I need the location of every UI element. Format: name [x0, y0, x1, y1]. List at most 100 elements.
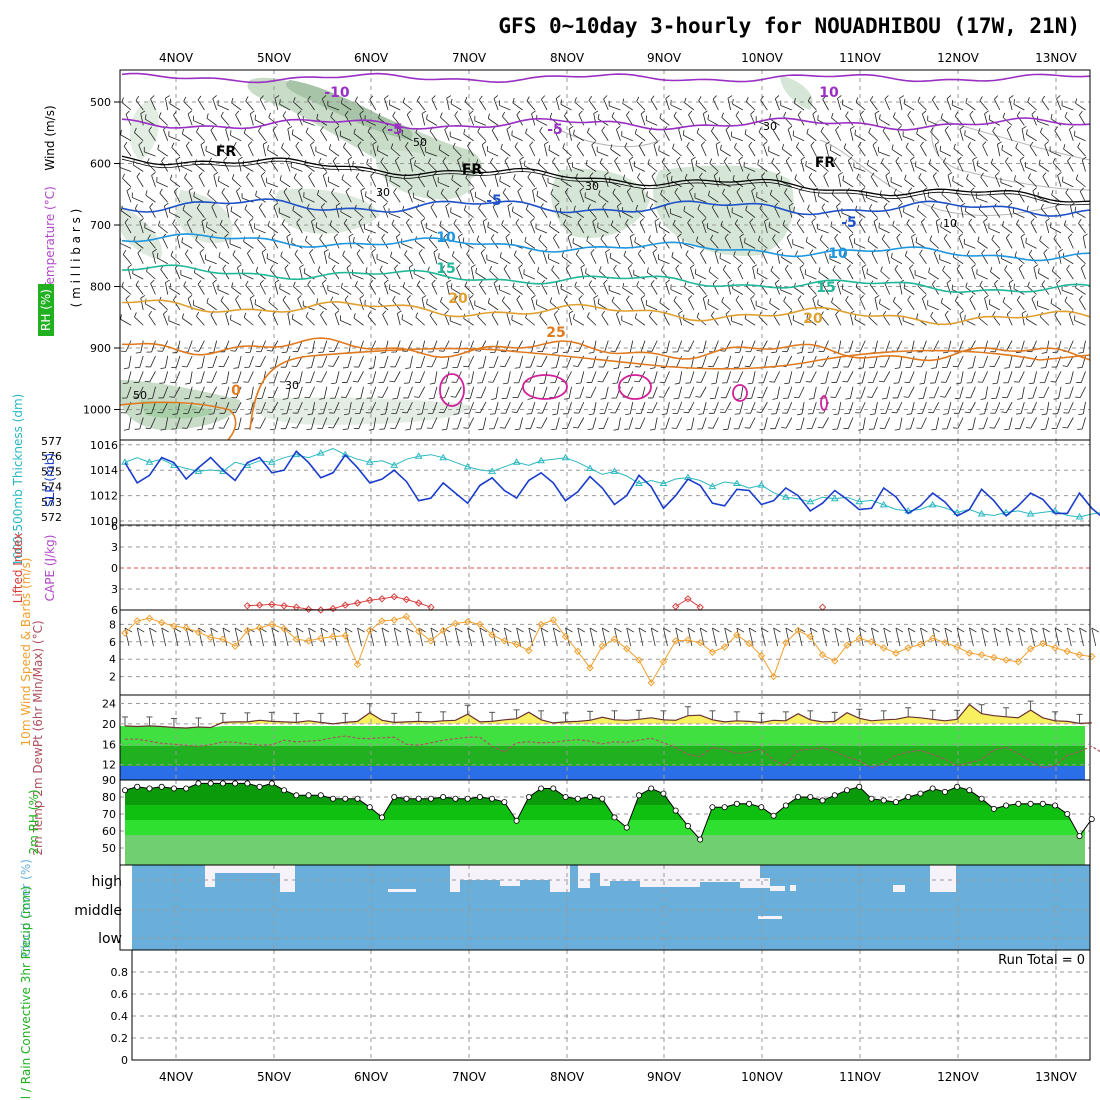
wind-barb [453, 351, 459, 354]
wind-barb [587, 132, 597, 142]
wind-barb [976, 273, 988, 280]
wind-barb [699, 172, 703, 178]
wind-barb [479, 176, 487, 188]
wind-barb [629, 402, 634, 414]
wind-barb [787, 125, 793, 130]
wind-barb [968, 222, 976, 234]
wind-speed-point [512, 640, 521, 649]
wind-barb [737, 264, 742, 269]
rh-axis-label: RH (%) [39, 289, 53, 331]
wind-barb [834, 233, 839, 239]
wind-barb [712, 355, 719, 367]
wind-barb [168, 320, 181, 326]
wind-barb [916, 133, 927, 142]
wind-barb [1067, 160, 1074, 172]
wind-barb [340, 320, 352, 326]
wind-barb [611, 224, 621, 234]
wind-barb [257, 239, 266, 249]
wind-barb [954, 111, 958, 117]
wind-barb [1044, 141, 1049, 146]
wind-barb [916, 209, 927, 218]
wind-barb [617, 202, 622, 207]
wind-barb [673, 115, 682, 126]
wind-barb [344, 114, 352, 126]
wind-barb [626, 187, 631, 192]
wind-barb [378, 189, 382, 195]
wind-barb [188, 386, 193, 399]
wind-barb [709, 158, 713, 164]
wind-barb [206, 297, 209, 303]
wind-barb [1076, 255, 1086, 265]
wind-barb [639, 355, 646, 368]
wind-barb [968, 218, 973, 224]
wind-barb [683, 134, 695, 142]
wind-barb [773, 371, 780, 383]
wind-barb [735, 299, 744, 311]
wind-barb [966, 174, 969, 179]
wind-barb [211, 202, 216, 207]
date-tick-label: 11NOV [839, 1070, 881, 1084]
wind-barb [148, 310, 152, 316]
wind-barb [1006, 129, 1013, 141]
wind-barb [332, 355, 340, 367]
wind-barb [482, 218, 488, 222]
wind-barb [661, 413, 667, 415]
wind-barb [652, 386, 658, 399]
wind-barb [797, 295, 802, 300]
rh-point [1052, 802, 1059, 809]
wind-barb [822, 283, 829, 295]
wind-barb [120, 318, 132, 326]
rh-markers [122, 780, 1095, 843]
wind-barb [972, 355, 976, 368]
wind-barb [391, 219, 395, 225]
wind-barb [782, 148, 793, 157]
wind-barb [501, 224, 511, 234]
wind-barb [601, 314, 609, 326]
wind-barb [409, 417, 413, 430]
wind-barb [183, 281, 187, 287]
wind-barb [674, 382, 680, 385]
thickness-point [341, 450, 350, 458]
pressure-tick-label: 800 [90, 281, 111, 294]
wind-barb [237, 264, 242, 269]
wind-barb [565, 264, 570, 269]
wind-barb [911, 233, 916, 238]
wind-barb [661, 161, 670, 172]
wind-barb [628, 159, 634, 172]
wind-barb [1004, 428, 1010, 431]
wind-barb [651, 401, 658, 414]
wind-barb [519, 159, 523, 172]
wind-barb [319, 238, 328, 249]
wind-barb [225, 313, 230, 326]
wind-barb [806, 133, 817, 142]
wind-barb [1045, 355, 1050, 368]
wind-barb [295, 141, 300, 147]
wind-barb [281, 147, 291, 157]
wind-barb [725, 129, 732, 141]
wind-barb [604, 172, 609, 176]
wind-barb [565, 371, 572, 383]
wind-barb [874, 110, 880, 114]
temperature-contour [249, 347, 651, 431]
wind-barb [1001, 149, 1013, 157]
wind-barb [921, 417, 927, 429]
wind-barb [724, 401, 731, 413]
wind-barb [921, 401, 927, 414]
wind-barb [698, 284, 707, 295]
wind-barb [784, 268, 793, 280]
wind-barb [701, 218, 707, 222]
wind-barb [761, 401, 768, 413]
wind-barb [1091, 627, 1097, 647]
wind-barb [866, 268, 868, 274]
wind-barb [1080, 267, 1086, 280]
wind-barb [428, 162, 438, 172]
wind-barb [175, 417, 181, 430]
wind-barb [193, 120, 205, 126]
wind-barb [983, 355, 989, 368]
wind-barb [407, 190, 413, 203]
wind-barb [1062, 257, 1074, 265]
wind-barb [1013, 99, 1015, 105]
wind-barb [627, 371, 634, 383]
thickness-tick-label: 575 [41, 465, 62, 478]
wind-barb [662, 234, 667, 239]
